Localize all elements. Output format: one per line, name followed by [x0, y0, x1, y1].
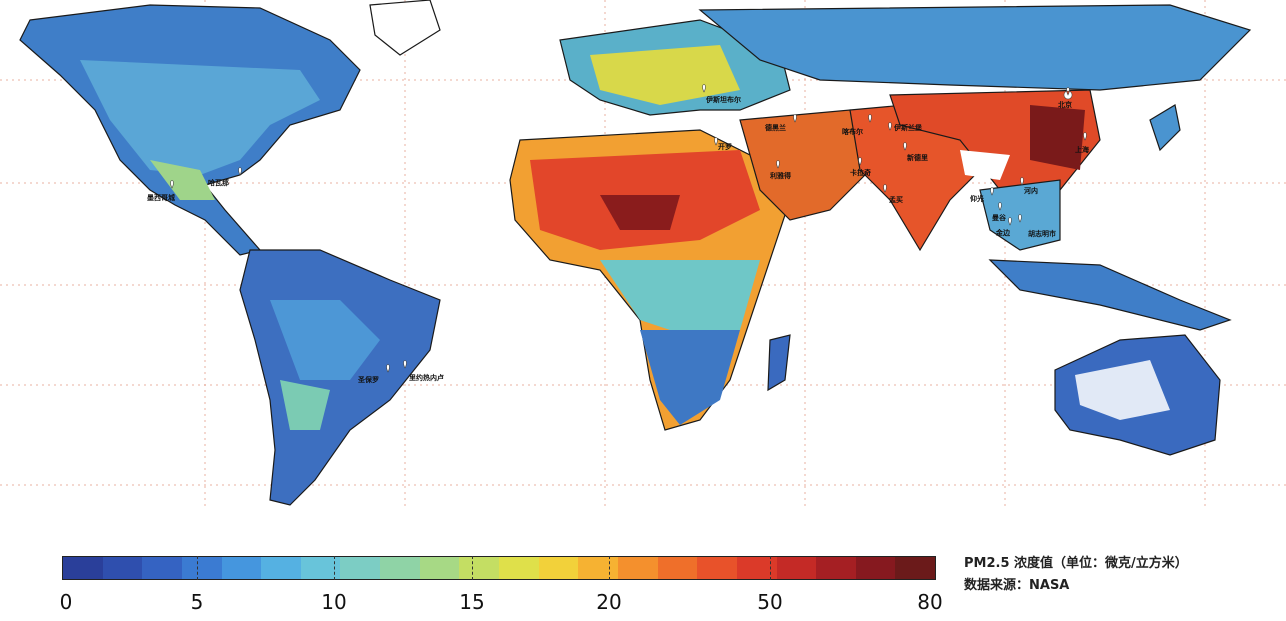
- pin-icon: [714, 137, 718, 146]
- pin-icon: [702, 84, 706, 93]
- city-label-tehran: 德黑兰: [765, 123, 786, 132]
- color-scale-segment: [736, 557, 777, 579]
- legend-label-20: 20: [596, 590, 622, 614]
- legend-tick: [770, 556, 771, 580]
- legend-title: PM2.5 浓度值（单位：微克/立方米）: [964, 556, 1188, 571]
- landmasses: [19, 0, 1252, 506]
- city-label-cairo: 开罗: [718, 142, 732, 151]
- color-scale-segment: [855, 557, 896, 579]
- city-label-islamabad: 伊斯兰堡: [893, 123, 923, 132]
- color-scale-segment: [776, 557, 817, 579]
- color-scale-segment: [895, 557, 936, 579]
- pin-icon: [868, 114, 872, 123]
- pin-icon: [403, 360, 407, 369]
- pin-icon: [1008, 217, 1012, 226]
- pin-icon: [1018, 214, 1022, 223]
- pin-icon: [776, 160, 780, 169]
- color-scale-segment: [181, 557, 222, 579]
- pin-icon: [386, 364, 390, 373]
- city-label-ho-chi-minh-city: 胡志明市: [1028, 229, 1056, 238]
- pin-icon: [883, 184, 887, 193]
- color-scale-segment: [697, 557, 737, 579]
- color-scale-segment: [340, 557, 381, 579]
- color-scale-segment: [261, 557, 301, 579]
- city-label-havana: 哈瓦那: [208, 178, 229, 187]
- madagascar: [767, 334, 791, 392]
- city-label-sao-paulo: 圣保罗: [357, 375, 379, 384]
- pin-icon: [990, 187, 994, 196]
- legend-tick: [472, 556, 473, 580]
- pin-icon: [1020, 177, 1024, 186]
- color-scale-segment: [221, 557, 262, 579]
- city-label-karachi: 卡拉奇: [850, 168, 871, 177]
- pin-icon: [1063, 87, 1073, 100]
- north-asia: [698, 4, 1252, 91]
- color-scale-segment: [816, 557, 856, 579]
- pin-icon: [998, 202, 1002, 211]
- city-label-new-delhi: 新德里: [907, 153, 928, 162]
- legend-tick: [197, 556, 198, 580]
- pin-icon: [1083, 132, 1087, 141]
- city-label-riyadh: 利雅得: [770, 171, 791, 180]
- pin-icon: [903, 142, 907, 151]
- city-label-beijing: 北京: [1058, 100, 1072, 109]
- city-label-istanbul: 伊斯坦布尔: [705, 95, 741, 104]
- city-label-yangon: 仰光: [970, 194, 984, 203]
- legend-label-15: 15: [459, 590, 485, 614]
- color-scale-segment: [419, 557, 460, 579]
- city-label-rio-de-janeiro: 里约热内卢: [409, 373, 444, 382]
- legend-label-0: 0: [59, 590, 73, 614]
- color-scale-segment: [459, 557, 500, 579]
- japan: [1149, 104, 1181, 152]
- legend-label-50: 50: [757, 590, 783, 614]
- color-scale-segment: [300, 557, 341, 579]
- color-scale-segment: [538, 557, 579, 579]
- color-scale-segment: [142, 557, 182, 579]
- legend-tick: [334, 556, 335, 580]
- pin-icon: [793, 114, 797, 123]
- color-scale-segment: [499, 557, 539, 579]
- pin-icon: [238, 167, 242, 176]
- legend-label-10: 10: [321, 590, 347, 614]
- legend-label-80: 80: [917, 590, 943, 614]
- color-scale-segment: [578, 557, 618, 579]
- city-label-hanoi: 河内: [1024, 186, 1038, 195]
- pm25-world-map: 北京 上海 伊斯坦布尔 德黑兰 喀布尔 伊斯兰堡 新德里 开罗 利雅得 卡拉奇 …: [0, 0, 1286, 510]
- color-scale-segment: [617, 557, 658, 579]
- legend-tick: [609, 556, 610, 580]
- pin-icon: [170, 180, 174, 189]
- city-label-mumbai: 孟买: [889, 195, 903, 204]
- color-scale-bar: [62, 556, 936, 580]
- legend-label-5: 5: [190, 590, 204, 614]
- color-scale-segment: [657, 557, 698, 579]
- color-scale-segment: [380, 557, 420, 579]
- color-scale-segment: [63, 557, 103, 579]
- data-source: 数据来源：NASA: [964, 578, 1070, 593]
- city-markers: 北京 上海 伊斯坦布尔 德黑兰 喀布尔 伊斯兰堡 新德里 开罗 利雅得 卡拉奇 …: [147, 84, 1089, 384]
- greenland: [369, 0, 441, 56]
- city-label-mexico-city: 墨西哥城: [147, 193, 175, 202]
- indonesia: [988, 259, 1232, 331]
- city-label-bangkok: 曼谷: [992, 213, 1007, 222]
- city-label-kabul: 喀布尔: [842, 127, 863, 136]
- pin-icon: [888, 122, 892, 131]
- color-scale-segment: [102, 557, 143, 579]
- city-label-shanghai: 上海: [1075, 145, 1089, 154]
- pin-icon: [858, 157, 862, 166]
- city-label-phnom-penh: 金边: [995, 228, 1011, 237]
